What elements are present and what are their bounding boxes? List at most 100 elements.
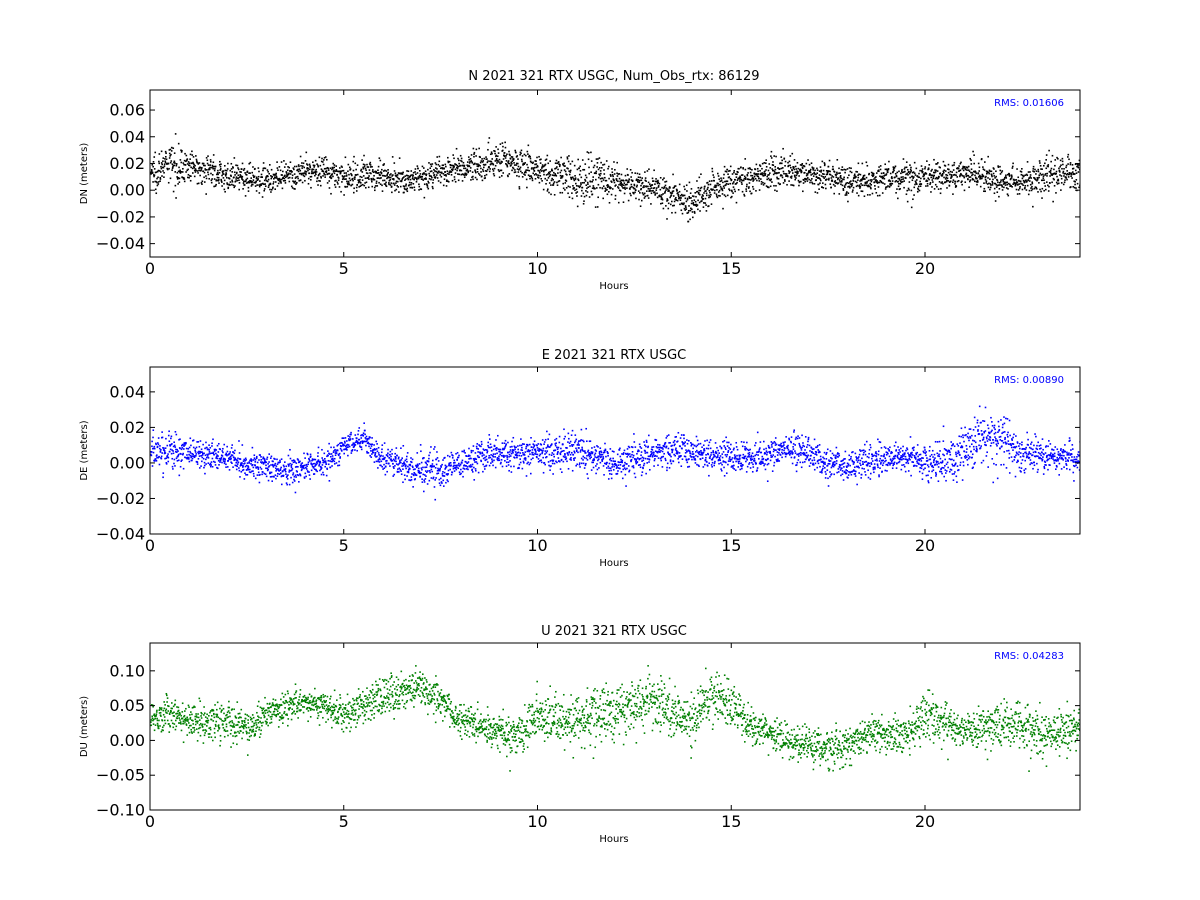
north-data-point bbox=[822, 175, 824, 178]
north-data-point bbox=[997, 184, 1000, 186]
north-data-point bbox=[878, 166, 880, 168]
north-data-point bbox=[235, 178, 237, 180]
east-data-point bbox=[377, 460, 379, 463]
north-data-point bbox=[562, 182, 565, 185]
north-data-point bbox=[527, 153, 529, 155]
east-data-point bbox=[358, 427, 361, 429]
north-data-point bbox=[180, 151, 183, 153]
north-data-point bbox=[293, 168, 295, 171]
east-data-point bbox=[159, 445, 161, 447]
north-data-point bbox=[388, 183, 390, 186]
north-data-point bbox=[713, 186, 716, 188]
north-data-point bbox=[291, 170, 293, 173]
north-data-point bbox=[533, 170, 536, 172]
north-data-point bbox=[709, 191, 711, 194]
north-data-point bbox=[633, 184, 636, 187]
east-data-point bbox=[305, 463, 308, 466]
north-data-point bbox=[569, 163, 572, 165]
north-data-point bbox=[938, 176, 940, 178]
north-data-point bbox=[982, 168, 985, 171]
north-data-point bbox=[161, 163, 163, 166]
east-data-point bbox=[236, 459, 239, 462]
east-data-point bbox=[236, 463, 239, 465]
north-data-point bbox=[932, 181, 934, 183]
north-data-point bbox=[436, 168, 438, 170]
north-data-point bbox=[572, 188, 575, 190]
east-data-point bbox=[333, 449, 335, 452]
north-data-point bbox=[829, 173, 832, 176]
north-data-point bbox=[620, 183, 623, 185]
north-data-point bbox=[528, 154, 531, 157]
east-data-point bbox=[263, 472, 266, 475]
north-data-point bbox=[767, 169, 770, 172]
east-data-point bbox=[402, 464, 405, 467]
north-data-point bbox=[383, 174, 385, 177]
north-data-point bbox=[1056, 183, 1059, 185]
east-data-point bbox=[470, 451, 473, 454]
north-data-point bbox=[502, 145, 504, 148]
north-data-point bbox=[536, 156, 538, 159]
north-data-point bbox=[733, 188, 736, 191]
north-data-point bbox=[684, 209, 687, 211]
east-data-point bbox=[198, 455, 201, 457]
north-data-point bbox=[1038, 176, 1040, 179]
north-data-point bbox=[367, 166, 370, 168]
north-data-point bbox=[756, 179, 758, 182]
north-data-point bbox=[170, 160, 173, 162]
north-data-point bbox=[1066, 172, 1069, 175]
east-data-point bbox=[217, 455, 219, 457]
north-data-point bbox=[727, 183, 730, 185]
north-data-point bbox=[1045, 167, 1048, 170]
north-data-point bbox=[260, 184, 262, 186]
north-data-point bbox=[363, 165, 366, 168]
east-data-point bbox=[172, 450, 174, 452]
north-data-point bbox=[263, 179, 266, 182]
east-data-point bbox=[206, 453, 208, 456]
north-data-point bbox=[716, 189, 718, 191]
east-data-point bbox=[208, 463, 211, 466]
north-data-point bbox=[862, 175, 865, 178]
north-data-point bbox=[839, 175, 842, 177]
north-data-point bbox=[857, 176, 860, 179]
east-data-point bbox=[364, 433, 366, 436]
north-data-point bbox=[384, 183, 387, 185]
east-data-point bbox=[395, 463, 398, 465]
north-data-point bbox=[528, 175, 531, 177]
north-data-point bbox=[714, 184, 716, 187]
north-data-point bbox=[570, 177, 573, 179]
north-data-point bbox=[515, 162, 518, 165]
north-data-point bbox=[382, 170, 385, 172]
north-data-point bbox=[294, 180, 297, 183]
north-data-point bbox=[630, 183, 633, 186]
north-data-point bbox=[389, 174, 391, 176]
north-data-point bbox=[580, 182, 582, 184]
north-data-point bbox=[753, 175, 756, 178]
north-data-point bbox=[1022, 179, 1025, 182]
north-data-point bbox=[353, 155, 355, 158]
east-data-point bbox=[404, 459, 407, 462]
north-data-point bbox=[212, 167, 214, 170]
north-data-point bbox=[364, 167, 367, 170]
north-data-point bbox=[1065, 173, 1068, 176]
east-data-point bbox=[324, 460, 327, 462]
north-data-point bbox=[844, 194, 847, 196]
north-data-point bbox=[1078, 186, 1080, 189]
north-data-point bbox=[427, 182, 430, 184]
north-data-point bbox=[1055, 192, 1057, 194]
north-data-point bbox=[546, 179, 548, 182]
east-data-point bbox=[150, 454, 153, 457]
east-data-point bbox=[420, 472, 422, 474]
north-data-point bbox=[1036, 179, 1038, 182]
north-data-point bbox=[467, 171, 469, 174]
north-data-point bbox=[664, 184, 667, 187]
east-data-point bbox=[219, 448, 222, 451]
north-data-point bbox=[849, 183, 852, 185]
north-data-point bbox=[613, 179, 615, 182]
north-data-point bbox=[1003, 178, 1006, 180]
north-data-point bbox=[623, 187, 625, 189]
east-data-point bbox=[296, 458, 299, 460]
east-data-point bbox=[204, 447, 206, 450]
east-data-point bbox=[420, 450, 422, 453]
north-data-point bbox=[221, 170, 224, 173]
north-data-point bbox=[1075, 172, 1078, 174]
